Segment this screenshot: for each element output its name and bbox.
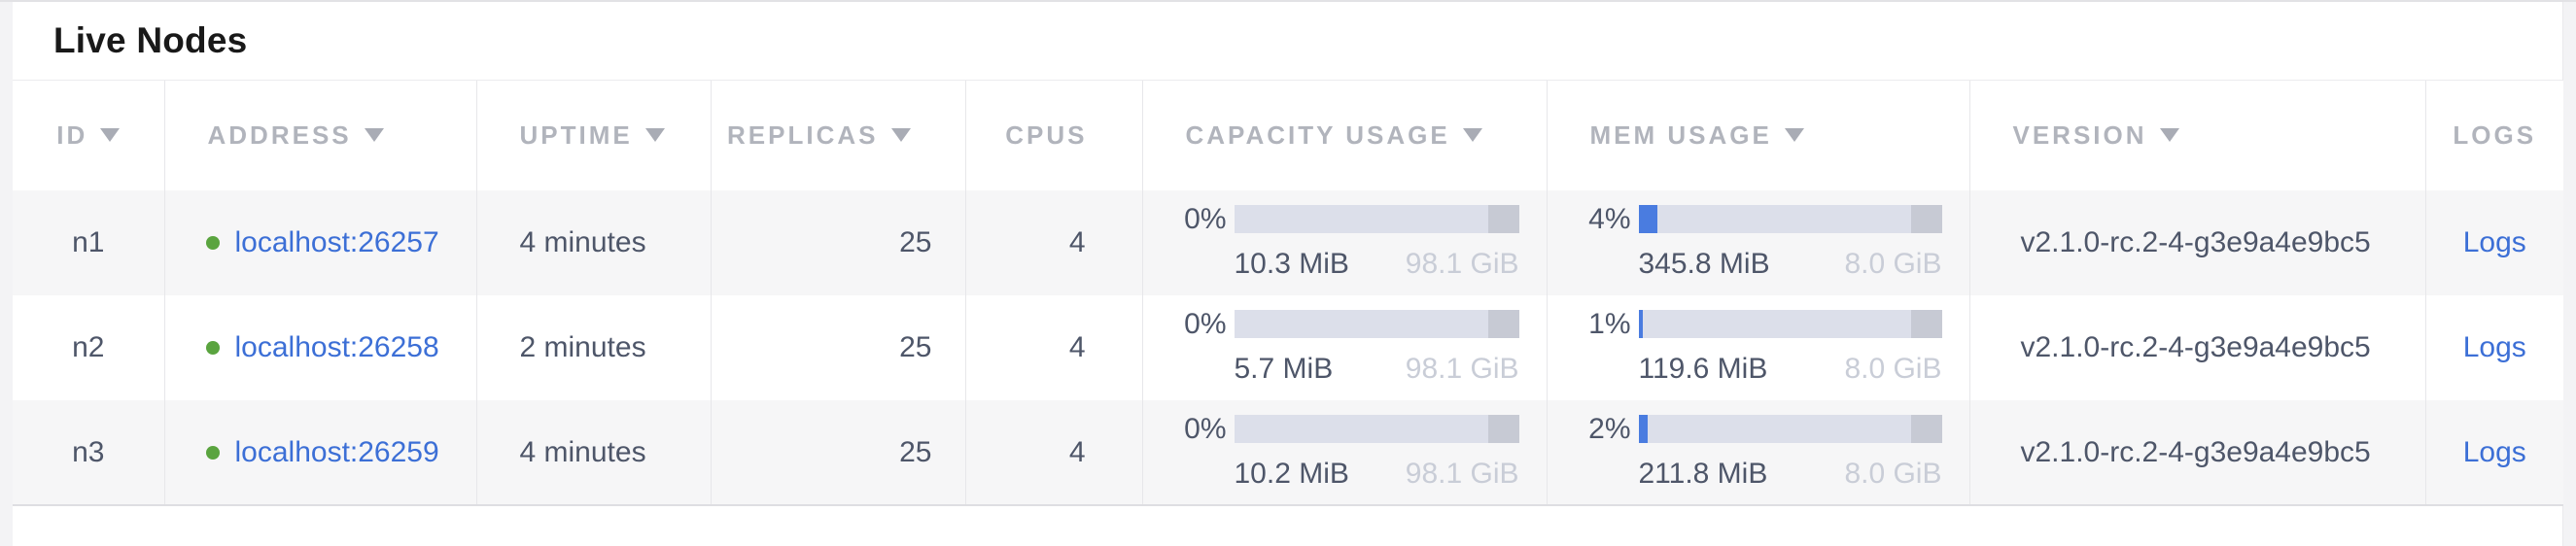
health-status-icon bbox=[205, 445, 220, 460]
column-header-logs: LOGS bbox=[2424, 81, 2563, 190]
mem-usage-bar bbox=[1638, 414, 1942, 443]
node-address-link[interactable]: localhost:26257 bbox=[234, 226, 439, 258]
node-uptime-cell: 4 minutes bbox=[475, 190, 711, 295]
node-replicas-cell: 25 bbox=[710, 400, 965, 505]
logs-link[interactable]: Logs bbox=[2462, 331, 2526, 363]
node-row: n1 localhost:26257 4 minutes 25 4 0% 10.… bbox=[13, 190, 2563, 295]
logs-link[interactable]: Logs bbox=[2462, 435, 2526, 468]
column-header-uptime[interactable]: UPTIME bbox=[475, 81, 711, 190]
node-uptime-cell: 4 minutes bbox=[475, 400, 711, 505]
page-title: Live Nodes bbox=[53, 20, 248, 60]
column-header-id[interactable]: ID bbox=[13, 81, 164, 190]
node-replicas-cell: 25 bbox=[710, 295, 965, 400]
node-uptime-cell: 2 minutes bbox=[475, 295, 711, 400]
node-row: n2 localhost:26258 2 minutes 25 4 0% 5.7… bbox=[13, 295, 2563, 400]
node-id-cell: n3 bbox=[72, 435, 105, 468]
mem-total-label: 8.0 GiB bbox=[1844, 248, 1942, 280]
column-header-capacity-usage[interactable]: CAPACITY USAGE bbox=[1141, 81, 1547, 190]
node-capacity-cell: 0% 10.3 MiB 98.1 GiB bbox=[1141, 190, 1547, 295]
node-address-link[interactable]: localhost:26258 bbox=[234, 331, 439, 363]
mem-bar-fill bbox=[1638, 310, 1644, 338]
node-id-cell: n2 bbox=[72, 331, 105, 363]
mem-usage-meter: 4% 345.8 MiB 8.0 GiB bbox=[1548, 205, 1969, 281]
mem-bar-endcap bbox=[1910, 310, 1942, 338]
node-cpus-cell: 4 bbox=[964, 295, 1142, 400]
mem-percent-label: 4% bbox=[1588, 203, 1631, 235]
sort-desc-icon bbox=[364, 128, 384, 142]
node-logs-cell: Logs bbox=[2424, 295, 2563, 400]
node-address-cell: localhost:26258 bbox=[163, 295, 476, 400]
capacity-percent-label: 0% bbox=[1184, 308, 1227, 340]
capacity-total-label: 98.1 GiB bbox=[1405, 353, 1519, 385]
node-mem-cell: 4% 345.8 MiB 8.0 GiB bbox=[1546, 190, 1969, 295]
capacity-used-label: 10.2 MiB bbox=[1234, 457, 1349, 490]
mem-bar-endcap bbox=[1910, 414, 1942, 443]
capacity-usage-meter: 0% 10.2 MiB 98.1 GiB bbox=[1143, 412, 1547, 491]
capacity-usage-meter: 0% 5.7 MiB 98.1 GiB bbox=[1143, 310, 1547, 386]
node-version-cell: v2.1.0-rc.2-4-g3e9a4e9bc5 bbox=[1968, 190, 2425, 295]
node-address-link[interactable]: localhost:26259 bbox=[234, 435, 439, 468]
mem-bar-fill bbox=[1638, 205, 1658, 233]
capacity-usage-meter: 0% 10.3 MiB 98.1 GiB bbox=[1143, 205, 1547, 281]
mem-used-label: 345.8 MiB bbox=[1638, 248, 1770, 280]
column-header-version[interactable]: VERSION bbox=[1968, 81, 2425, 190]
capacity-bar-endcap bbox=[1487, 414, 1519, 443]
node-address-cell: localhost:26259 bbox=[163, 400, 476, 505]
node-replicas-cell: 25 bbox=[710, 190, 965, 295]
node-cpus-cell: 4 bbox=[964, 190, 1142, 295]
table-header-row: ID ADDRESS UPTIME REPLICAS CPUS CAPACITY… bbox=[13, 81, 2563, 190]
node-address-cell: localhost:26257 bbox=[163, 190, 476, 295]
mem-total-label: 8.0 GiB bbox=[1844, 353, 1942, 385]
capacity-used-label: 10.3 MiB bbox=[1234, 248, 1349, 280]
panel-title-band: Live Nodes bbox=[13, 2, 2562, 81]
node-version-cell: v2.1.0-rc.2-4-g3e9a4e9bc5 bbox=[1968, 400, 2425, 505]
capacity-total-label: 98.1 GiB bbox=[1405, 457, 1519, 490]
capacity-percent-label: 0% bbox=[1184, 412, 1227, 445]
mem-total-label: 8.0 GiB bbox=[1844, 457, 1942, 490]
node-row: n3 localhost:26259 4 minutes 25 4 0% 10.… bbox=[13, 400, 2563, 505]
capacity-bar-endcap bbox=[1487, 205, 1519, 233]
logs-link[interactable]: Logs bbox=[2462, 226, 2526, 258]
mem-percent-label: 1% bbox=[1588, 308, 1631, 340]
health-status-icon bbox=[205, 236, 220, 250]
mem-usage-meter: 1% 119.6 MiB 8.0 GiB bbox=[1548, 310, 1969, 386]
node-version-cell: v2.1.0-rc.2-4-g3e9a4e9bc5 bbox=[1968, 295, 2425, 400]
mem-usage-meter: 2% 211.8 MiB 8.0 GiB bbox=[1548, 412, 1969, 491]
capacity-usage-bar bbox=[1234, 205, 1519, 233]
capacity-total-label: 98.1 GiB bbox=[1405, 248, 1519, 280]
health-status-icon bbox=[205, 341, 220, 355]
live-nodes-table: ID ADDRESS UPTIME REPLICAS CPUS CAPACITY… bbox=[13, 81, 2563, 506]
node-mem-cell: 1% 119.6 MiB 8.0 GiB bbox=[1546, 295, 1969, 400]
capacity-percent-label: 0% bbox=[1184, 203, 1227, 235]
node-mem-cell: 2% 211.8 MiB 8.0 GiB bbox=[1546, 400, 1969, 505]
node-logs-cell: Logs bbox=[2424, 400, 2563, 505]
column-header-cpus: CPUS bbox=[964, 81, 1142, 190]
capacity-usage-bar bbox=[1234, 414, 1519, 443]
column-header-mem-usage[interactable]: MEM USAGE bbox=[1546, 81, 1969, 190]
sort-desc-icon bbox=[890, 128, 911, 142]
node-logs-cell: Logs bbox=[2424, 190, 2563, 295]
mem-used-label: 211.8 MiB bbox=[1638, 457, 1768, 490]
node-capacity-cell: 0% 5.7 MiB 98.1 GiB bbox=[1141, 295, 1547, 400]
capacity-bar-endcap bbox=[1487, 310, 1519, 338]
sort-desc-icon bbox=[100, 128, 121, 142]
mem-used-label: 119.6 MiB bbox=[1638, 353, 1768, 385]
node-id-cell: n1 bbox=[72, 226, 105, 258]
sort-desc-icon bbox=[1462, 128, 1482, 142]
sort-desc-icon bbox=[1784, 128, 1804, 142]
mem-bar-endcap bbox=[1910, 205, 1942, 233]
sort-desc-icon bbox=[644, 128, 665, 142]
node-cpus-cell: 4 bbox=[964, 400, 1142, 505]
capacity-usage-bar bbox=[1234, 310, 1519, 338]
mem-usage-bar bbox=[1638, 310, 1942, 338]
node-capacity-cell: 0% 10.2 MiB 98.1 GiB bbox=[1141, 400, 1547, 505]
live-nodes-panel: Live Nodes ID ADDRESS UPTIME REPLICAS CP… bbox=[13, 2, 2563, 546]
column-header-replicas[interactable]: REPLICAS bbox=[710, 81, 965, 190]
mem-usage-bar bbox=[1638, 205, 1942, 233]
mem-percent-label: 2% bbox=[1588, 412, 1631, 445]
column-header-address[interactable]: ADDRESS bbox=[163, 81, 476, 190]
sort-desc-icon bbox=[2159, 128, 2179, 142]
mem-bar-fill bbox=[1638, 414, 1649, 443]
capacity-used-label: 5.7 MiB bbox=[1234, 353, 1334, 385]
